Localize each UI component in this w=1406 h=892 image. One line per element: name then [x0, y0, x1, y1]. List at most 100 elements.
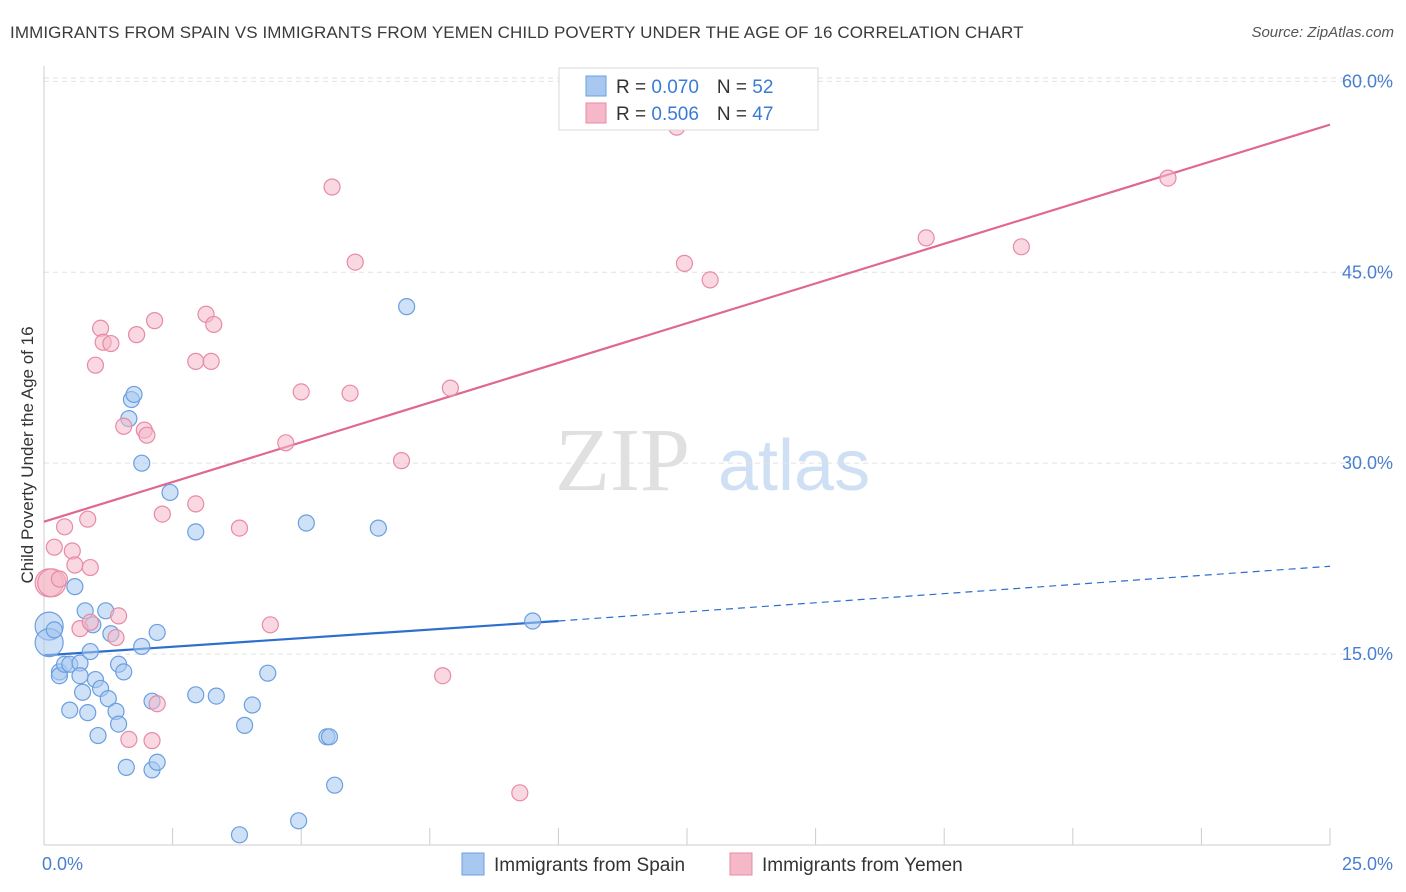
x-tick-label-1: 25.0% — [1342, 854, 1393, 874]
point-yemen-15 — [107, 628, 125, 647]
point-spain-49 — [369, 519, 387, 537]
point-spain-10 — [71, 667, 89, 685]
point-yemen-6 — [66, 556, 84, 574]
watermark-atlas: atlas — [718, 426, 870, 506]
trend-lines — [43, 123, 1331, 657]
point-spain-23 — [109, 715, 128, 733]
legend-row-yemen: R = 0.506 N = 47 — [616, 104, 773, 125]
point-spain-34 — [148, 753, 166, 771]
data-points — [34, 118, 1177, 844]
point-yemen-25 — [153, 505, 171, 523]
point-spain-44 — [290, 812, 308, 830]
point-yemen-17 — [115, 417, 133, 435]
point-spain-41 — [236, 716, 254, 734]
bottom-legend-label-spain: Immigrants from Spain — [494, 855, 685, 876]
bottom-legend-label-yemen: Immigrants from Yemen — [762, 855, 963, 876]
point-yemen-21 — [138, 426, 156, 444]
point-yemen-35 — [323, 178, 341, 196]
point-yemen-30 — [202, 352, 220, 370]
point-yemen-31 — [230, 519, 249, 537]
y-tick-label-1: 30.0% — [1342, 453, 1393, 473]
point-spain-31 — [133, 637, 151, 656]
point-yemen-37 — [346, 253, 364, 271]
axes — [43, 66, 1331, 846]
watermark-zip: ZIP — [555, 411, 690, 510]
trend-line-yemen — [43, 123, 1331, 523]
point-yemen-39 — [434, 667, 452, 685]
trend-line-spain — [43, 619, 559, 657]
point-yemen-46 — [1012, 238, 1030, 256]
x-tick-label-0: 0.0% — [42, 854, 83, 874]
point-yemen-43 — [675, 254, 694, 272]
point-yemen-2 — [50, 570, 69, 588]
point-spain-48 — [326, 776, 344, 794]
point-spain-13 — [79, 704, 97, 722]
point-spain-7 — [61, 701, 79, 719]
legend-swatch-spain — [585, 75, 607, 97]
point-spain-42 — [243, 696, 261, 714]
point-yemen-33 — [277, 434, 295, 452]
bottom-legend-swatch-spain — [461, 852, 485, 876]
point-yemen-36 — [341, 384, 359, 402]
grid-lines — [44, 77, 1392, 655]
point-spain-14 — [81, 642, 99, 661]
point-yemen-44 — [701, 271, 719, 289]
point-yemen-41 — [511, 784, 529, 802]
point-spain-11 — [73, 683, 92, 701]
point-spain-51 — [524, 612, 542, 630]
point-spain-30 — [133, 454, 151, 472]
point-yemen-9 — [81, 558, 99, 577]
point-yemen-5 — [63, 542, 81, 560]
point-yemen-23 — [145, 312, 164, 330]
point-spain-20 — [99, 690, 117, 708]
point-yemen-14 — [102, 334, 120, 353]
point-yemen-38 — [392, 452, 411, 470]
point-yemen-34 — [292, 383, 310, 401]
point-yemen-4 — [55, 518, 74, 536]
tick-labels: 15.0% 30.0% 45.0% 60.0% 0.0% 25.0% — [42, 71, 1393, 874]
point-yemen-32 — [261, 616, 279, 634]
chart-title: IMMIGRANTS FROM SPAIN VS IMMIGRANTS FROM… — [10, 23, 1024, 42]
source-label: Source: ZipAtlas.com — [1251, 24, 1394, 41]
point-spain-26 — [117, 758, 135, 776]
point-yemen-3 — [45, 538, 63, 556]
point-spain-50 — [398, 298, 416, 316]
point-yemen-24 — [148, 695, 166, 713]
y-tick-label-3: 60.0% — [1342, 71, 1393, 91]
point-yemen-19 — [127, 326, 146, 344]
point-yemen-8 — [79, 510, 97, 528]
series-legend: Immigrants from Spain Immigrants from Ye… — [461, 852, 963, 876]
point-yemen-22 — [143, 732, 161, 750]
point-spain-17 — [89, 726, 107, 745]
point-spain-45 — [297, 514, 315, 532]
y-tick-label-2: 45.0% — [1342, 262, 1393, 282]
point-yemen-45 — [917, 229, 935, 247]
point-yemen-29 — [205, 315, 223, 334]
point-spain-29 — [125, 385, 143, 404]
point-spain-35 — [148, 623, 166, 642]
y-axis-label: Child Poverty Under the Age of 16 — [18, 326, 37, 583]
y-tick-label-0: 15.0% — [1342, 644, 1393, 664]
point-spain-2 — [45, 621, 63, 639]
point-yemen-16 — [109, 607, 128, 625]
point-yemen-27 — [187, 352, 205, 370]
point-yemen-10 — [81, 613, 99, 631]
point-spain-39 — [207, 687, 225, 705]
point-yemen-18 — [120, 730, 138, 748]
bottom-legend-swatch-yemen — [729, 852, 753, 876]
legend-swatch-yemen — [585, 102, 607, 124]
point-spain-43 — [259, 664, 277, 682]
point-yemen-40 — [441, 379, 459, 397]
point-spain-47 — [320, 728, 339, 746]
point-yemen-47 — [1159, 169, 1177, 187]
trend-line-spain-extension — [558, 565, 1331, 622]
point-spain-40 — [230, 826, 249, 844]
point-spain-8 — [66, 578, 84, 596]
point-spain-36 — [161, 483, 179, 502]
point-yemen-12 — [91, 319, 110, 337]
point-spain-25 — [115, 663, 133, 681]
point-spain-37 — [187, 686, 205, 704]
point-spain-38 — [187, 523, 205, 541]
stats-legend: R = 0.070 N = 52 R = 0.506 N = 47 — [558, 67, 819, 131]
